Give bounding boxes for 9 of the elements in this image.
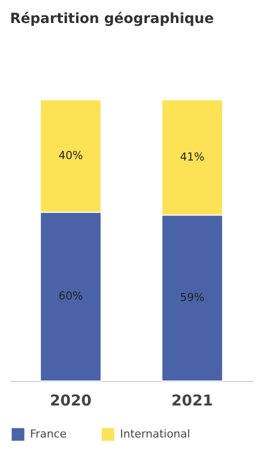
x-tick-label: 2020 (50, 392, 92, 410)
legend-label: France (30, 427, 67, 440)
chart-title: Répartition géographique (10, 11, 214, 27)
x-tick-label: 2021 (171, 392, 214, 410)
data-label: 40% (58, 149, 83, 162)
legend-label: International (120, 427, 190, 440)
data-label: 41% (180, 150, 204, 164)
data-label: 59% (180, 291, 204, 304)
data-label: 60% (58, 290, 83, 303)
